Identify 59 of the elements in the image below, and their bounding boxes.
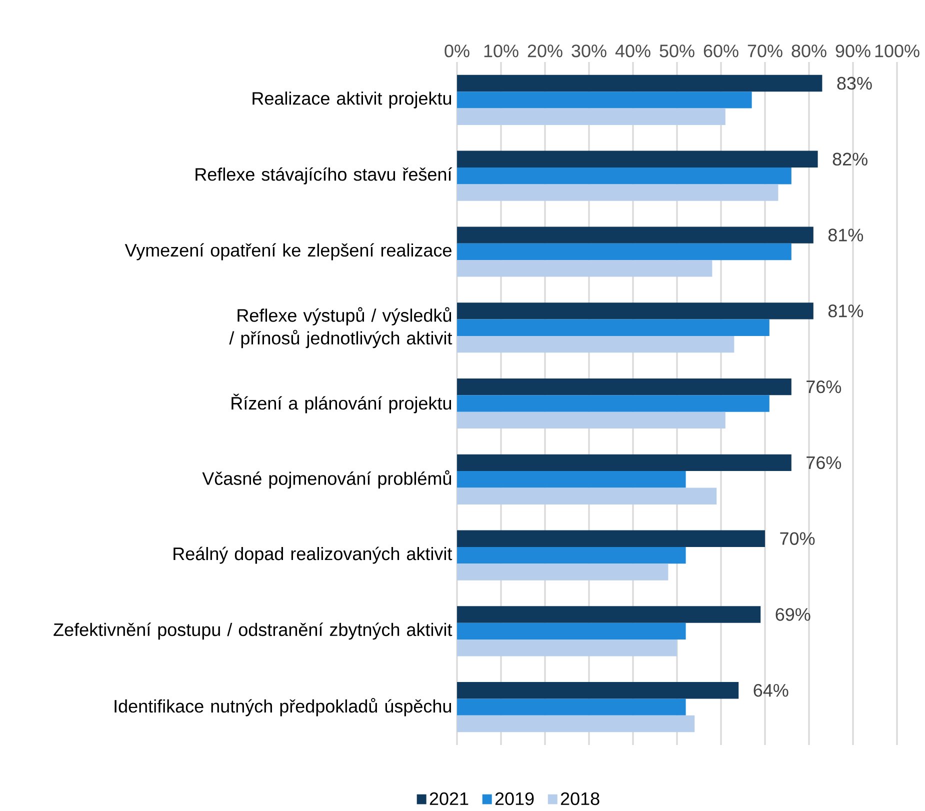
bar xyxy=(457,108,726,126)
data-label: 83% xyxy=(837,76,872,90)
x-tick-label: 80% xyxy=(792,44,826,58)
bar xyxy=(457,454,792,472)
bar xyxy=(457,378,792,396)
y-tick-label: Identifikace nutných předpokladů úspěchu xyxy=(114,698,452,716)
bar xyxy=(457,226,814,244)
legend-label: 2021 xyxy=(430,792,468,806)
x-tick-label: 40% xyxy=(615,44,650,58)
bar xyxy=(457,682,739,699)
data-label: 64% xyxy=(754,684,788,697)
data-label: 82% xyxy=(832,152,868,166)
bar xyxy=(457,640,677,656)
y-tick-label: Realizace aktivit projektu xyxy=(252,92,452,108)
bar xyxy=(457,715,695,732)
data-label: 76% xyxy=(806,380,842,394)
data-label: 81% xyxy=(828,304,864,318)
bar xyxy=(457,530,765,547)
bar xyxy=(457,74,822,92)
bar xyxy=(457,412,726,429)
bar xyxy=(457,184,778,201)
bar xyxy=(457,546,686,564)
x-tick-label: 70% xyxy=(748,44,782,58)
y-tick-label: Reálný dopad realizovaných aktivit xyxy=(174,546,452,564)
bar xyxy=(457,150,818,168)
legend-label: 2018 xyxy=(560,792,600,806)
bar xyxy=(457,488,717,504)
y-tick-label: Včasné pojmenování problémů xyxy=(202,470,452,489)
y-tick-label: Zefektivnění postupu / odstranění zbytných aktivit xyxy=(54,622,452,640)
bar xyxy=(457,471,686,488)
bar xyxy=(457,243,792,260)
x-tick-label: 30% xyxy=(572,44,606,58)
y-tick-label: Reflexe výstupů / výsledků / přínosů jednotlivých aktivit xyxy=(229,307,452,348)
bar xyxy=(457,622,686,640)
x-tick-label: 10% xyxy=(484,44,518,58)
bar xyxy=(457,319,770,336)
x-tick-label: 90% xyxy=(836,44,870,58)
data-label: 76% xyxy=(806,456,842,470)
bar xyxy=(457,168,792,184)
bar xyxy=(457,564,668,580)
data-label: 81% xyxy=(828,228,864,242)
y-tick-label: Řízení a plánování projektu xyxy=(232,394,452,414)
data-label: 69% xyxy=(776,608,810,621)
bar xyxy=(457,395,770,412)
y-tick-label: Vymezení opatření ke zlepšení realizace xyxy=(124,243,452,260)
bar xyxy=(457,336,734,353)
y-tick-label: Reflexe stávajícího stavu řešení xyxy=(196,167,452,184)
bar xyxy=(457,302,814,320)
bar xyxy=(457,698,686,716)
bar xyxy=(457,606,761,623)
bar xyxy=(457,260,712,277)
x-tick-label: 50% xyxy=(660,44,694,58)
bar xyxy=(457,92,752,108)
data-label: 70% xyxy=(780,532,815,545)
legend-label: 2019 xyxy=(495,792,534,806)
x-tick-label: 0% xyxy=(444,44,470,58)
x-tick-label: 100% xyxy=(875,44,920,58)
x-tick-label: 20% xyxy=(528,44,562,58)
x-tick-label: 60% xyxy=(704,44,738,58)
